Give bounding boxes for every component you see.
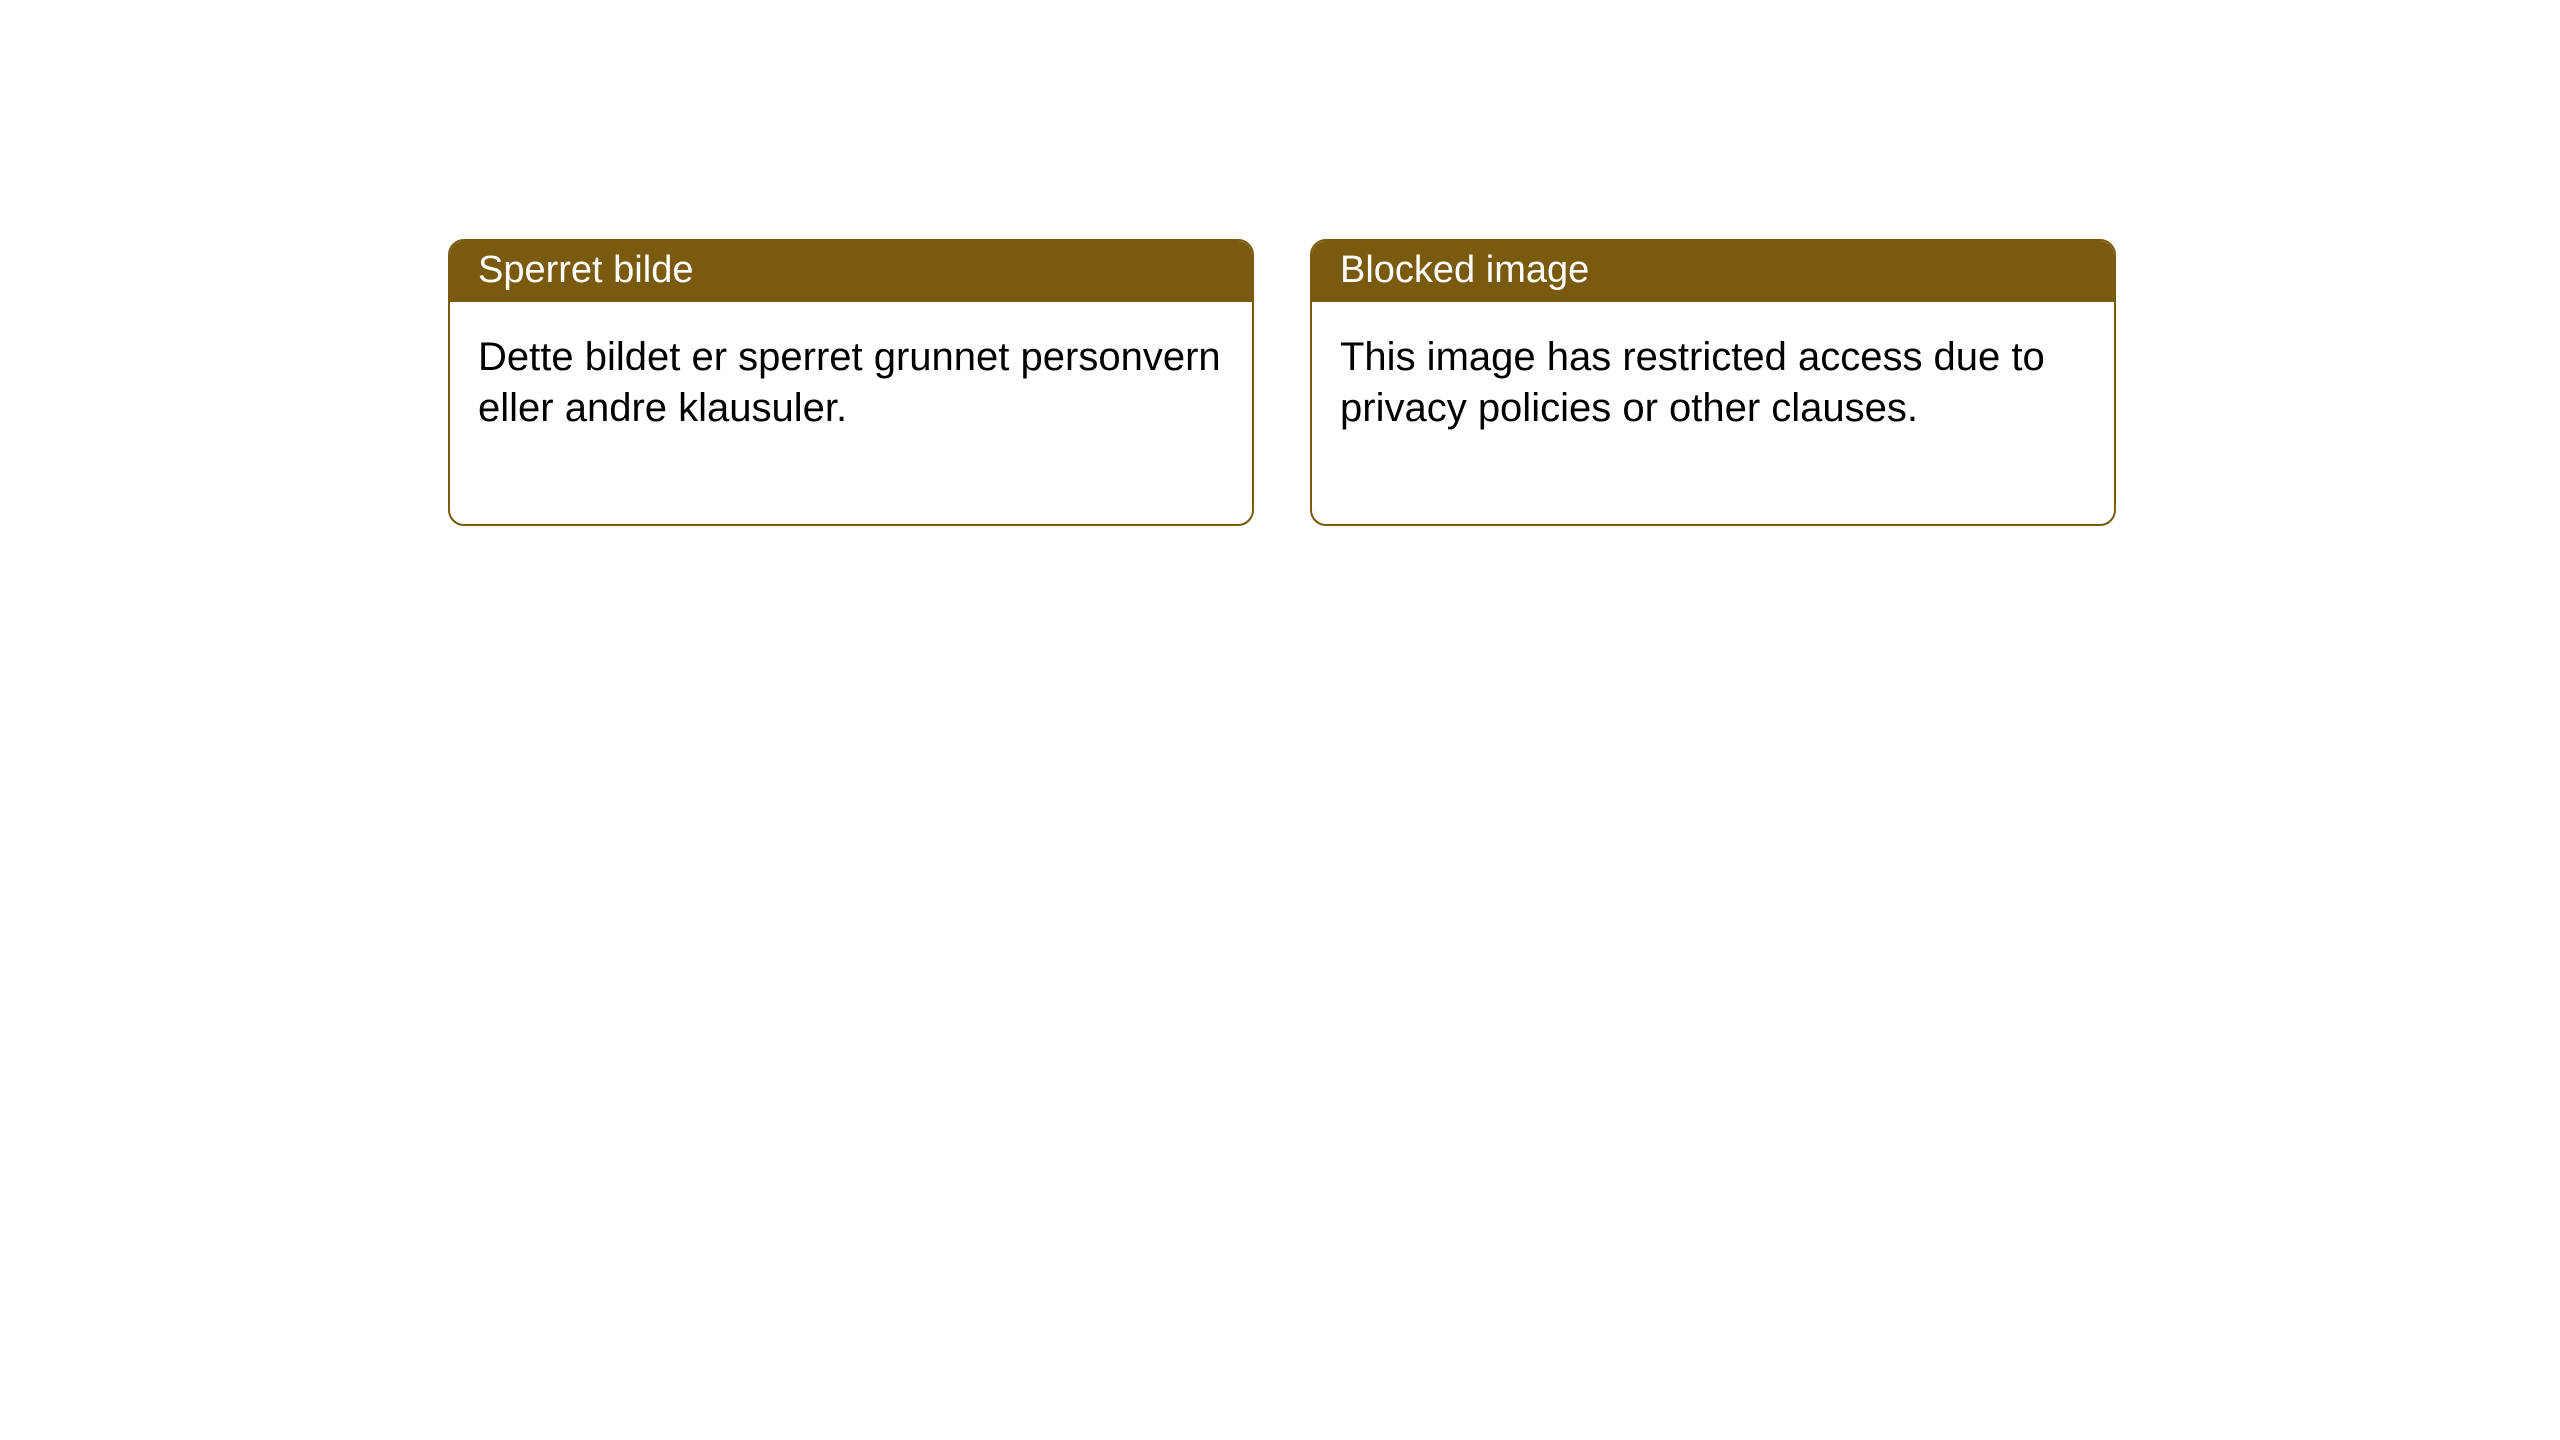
notice-body-norwegian: Dette bildet er sperret grunnet personve… [450,302,1252,524]
notice-card-english: Blocked image This image has restricted … [1310,239,2116,526]
notice-header-english: Blocked image [1312,241,2114,302]
notice-card-norwegian: Sperret bilde Dette bildet er sperret gr… [448,239,1254,526]
notice-header-norwegian: Sperret bilde [450,241,1252,302]
notice-container: Sperret bilde Dette bildet er sperret gr… [0,0,2560,526]
notice-body-english: This image has restricted access due to … [1312,302,2114,524]
